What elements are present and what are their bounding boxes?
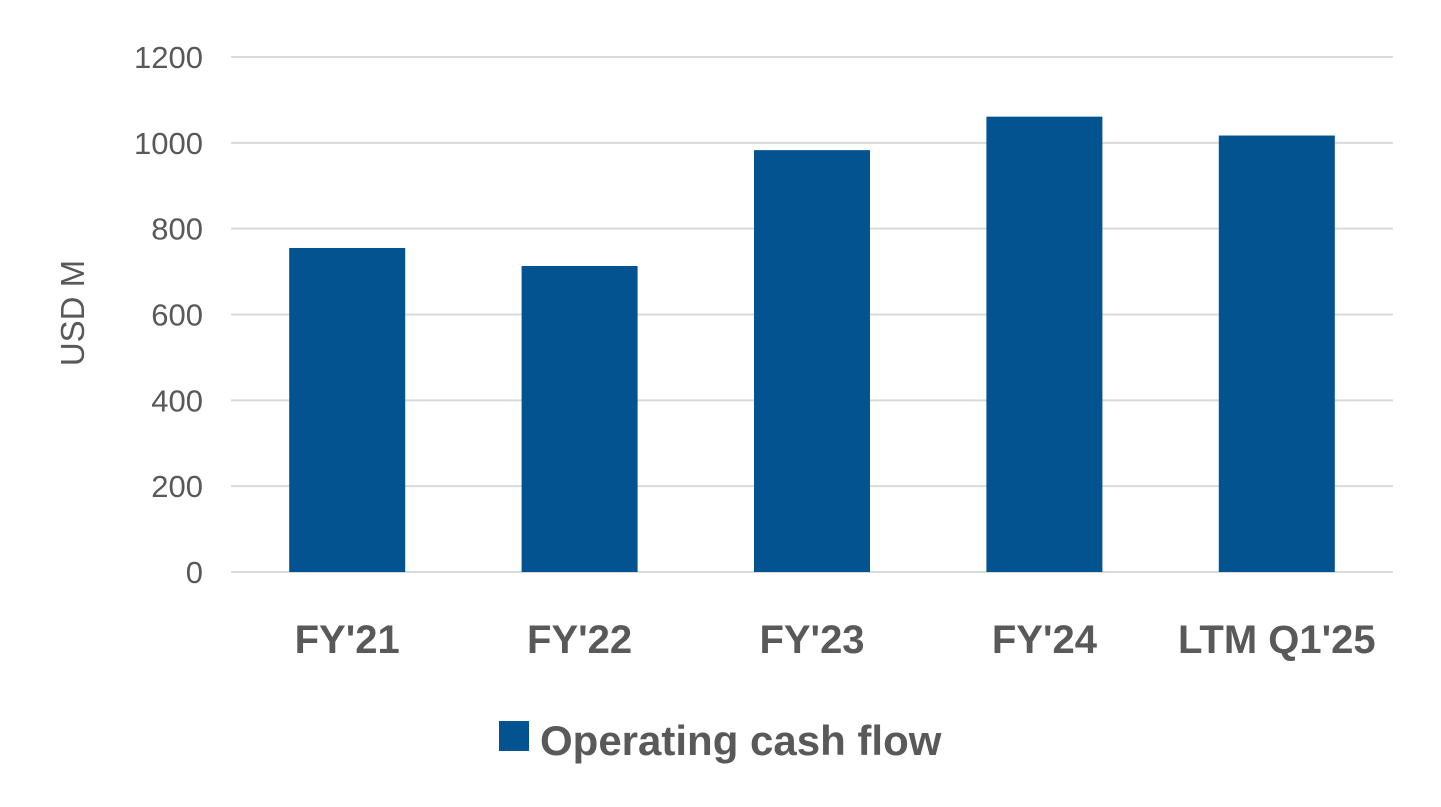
legend: Operating cash flow: [499, 717, 942, 764]
bars: [289, 116, 1335, 573]
bar: [754, 150, 870, 573]
bar: [1218, 135, 1335, 572]
y-tick-label: 400: [151, 383, 203, 418]
legend-label: Operating cash flow: [540, 717, 942, 764]
y-axis-ticks: 0 200 400 600 800 1000 1200: [134, 40, 203, 590]
y-tick-label: 600: [151, 298, 203, 333]
y-tick-label: 0: [186, 555, 203, 590]
x-tick-label: FY'21: [295, 618, 400, 662]
x-tick-label: LTM Q1'25: [1178, 618, 1376, 662]
bar: [289, 247, 406, 572]
bar: [521, 266, 638, 572]
y-tick-label: 800: [151, 212, 203, 247]
y-tick-label: 1200: [134, 40, 203, 75]
x-axis-ticks: FY'21 FY'22 FY'23 FY'24 LTM Q1'25: [295, 618, 1376, 662]
y-tick-label: 1000: [134, 126, 203, 161]
x-tick-label: FY'24: [992, 618, 1098, 662]
bar: [986, 116, 1103, 572]
legend-swatch: [499, 721, 529, 751]
y-tick-label: 200: [151, 469, 203, 504]
y-axis-label: USD M: [54, 260, 91, 366]
x-tick-label: FY'23: [759, 618, 864, 662]
x-tick-label: FY'22: [527, 618, 632, 662]
